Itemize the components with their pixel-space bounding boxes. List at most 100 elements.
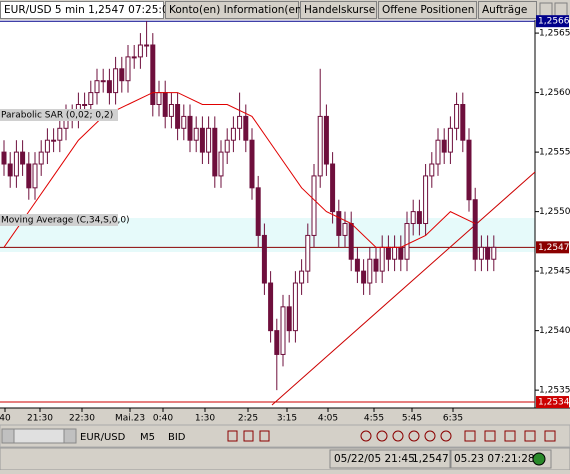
candle-body: [447, 127, 453, 153]
tool-icon[interactable]: [259, 430, 270, 442]
indicator-label-bg: [0, 214, 118, 226]
candle-body: [20, 151, 26, 165]
period-select[interactable]: M5: [140, 432, 155, 443]
candle-body: [280, 306, 286, 355]
tool-icon[interactable]: [227, 430, 238, 442]
candle-body: [416, 211, 422, 225]
tab[interactable]: [378, 1, 477, 19]
candle-body: [361, 270, 367, 284]
tool-icon[interactable]: [524, 430, 536, 442]
y-tick-label: 1,2540: [539, 326, 570, 336]
candle-body: [199, 127, 205, 153]
candle-body: [261, 234, 267, 284]
candle-body: [150, 44, 156, 106]
candle-body: [454, 104, 460, 129]
tool-icon[interactable]: [464, 430, 476, 442]
candle-body: [435, 139, 441, 165]
x-tick-label: 22:30: [69, 414, 95, 424]
candle-body: [38, 151, 44, 165]
level-label: 1,2534: [538, 398, 570, 408]
candle-body: [317, 115, 323, 177]
candle-body: [330, 163, 336, 213]
symbol-select[interactable]: EUR/USD: [80, 432, 126, 443]
candle-body: [113, 68, 119, 94]
candle-body: [162, 92, 168, 117]
x-tick-label: 1:30: [195, 414, 215, 424]
candle-body: [485, 246, 491, 260]
candle-body: [429, 163, 435, 177]
candle-body: [410, 211, 416, 225]
scroll-left[interactable]: [1, 428, 15, 444]
tool-icon[interactable]: [484, 430, 496, 442]
candle-body: [218, 151, 224, 177]
candle-body: [131, 56, 137, 59]
candle-body: [472, 199, 478, 260]
candle-body: [13, 151, 19, 177]
candle-body: [82, 104, 88, 107]
scrollbar[interactable]: [13, 428, 65, 444]
candle-body: [193, 127, 199, 141]
candle-body: [224, 139, 230, 153]
tool-icon[interactable]: [424, 430, 436, 442]
candle-body: [44, 139, 50, 153]
candle-body: [119, 68, 125, 82]
scroll-right[interactable]: [63, 428, 77, 444]
tool-icon[interactable]: [376, 430, 388, 442]
tool-icon[interactable]: [392, 430, 404, 442]
tool-icon[interactable]: [243, 430, 254, 442]
moving-average: [3, 92, 476, 248]
candle-body: [292, 282, 298, 332]
tab[interactable]: [478, 1, 537, 19]
candle-body: [299, 270, 305, 284]
level-label: 1,2547: [538, 243, 570, 253]
x-tick-label: 0:40: [153, 414, 173, 424]
tab-label: EUR/USD 5 min 1,2547 07:25:00: [4, 4, 175, 16]
tab-label: Handelskurse: [304, 4, 375, 16]
level-tag: [536, 241, 569, 254]
connection-icon: [532, 452, 546, 466]
candle-body: [26, 163, 32, 189]
y-tick-label: 1,2545: [539, 267, 570, 277]
price-select[interactable]: BID: [168, 432, 186, 443]
trendline: [271, 171, 536, 406]
indicator-label: Moving Average (C,34,S,0,0): [1, 216, 130, 226]
tool-icon[interactable]: [408, 430, 420, 442]
candle-body: [255, 187, 261, 236]
tab-close[interactable]: [554, 2, 568, 18]
level-label: 1,2566: [538, 17, 570, 27]
candle-body: [305, 234, 311, 272]
tab[interactable]: [300, 1, 377, 19]
candle-body: [404, 223, 410, 260]
tool-icon[interactable]: [360, 430, 372, 442]
candle-body: [125, 56, 131, 82]
status-cell: [329, 449, 451, 469]
candle-body: [1, 151, 7, 165]
tab-label: Offene Positionen: [382, 4, 474, 16]
candle-body: [249, 139, 255, 189]
candle-body: [348, 223, 354, 260]
candle-body: [106, 80, 112, 94]
candle-body: [94, 80, 100, 94]
candle-body: [206, 127, 212, 153]
tab[interactable]: [165, 1, 299, 19]
candle-body: [398, 246, 404, 260]
candle-body: [100, 80, 106, 83]
tool-icon[interactable]: [504, 430, 516, 442]
x-tick-label: 2:25: [238, 414, 258, 424]
candle-body: [367, 258, 373, 284]
candle-body: [57, 127, 63, 141]
tool-icon[interactable]: [440, 430, 452, 442]
candle-body: [212, 127, 218, 177]
candle-body: [144, 44, 150, 47]
tab-close[interactable]: [539, 2, 553, 18]
x-tick-label: 5:45: [402, 414, 422, 424]
indicator-label: Parabolic SAR (0,02; 0,2): [1, 111, 113, 121]
status-price: 1,2547: [412, 453, 449, 465]
x-tick-label: 6:35: [443, 414, 463, 424]
tool-icon[interactable]: [544, 430, 556, 442]
candle-body: [181, 115, 187, 129]
candle-body: [441, 139, 447, 153]
x-tick-label: 3:15: [277, 414, 297, 424]
candle-body: [32, 163, 38, 189]
tab[interactable]: [0, 1, 164, 19]
